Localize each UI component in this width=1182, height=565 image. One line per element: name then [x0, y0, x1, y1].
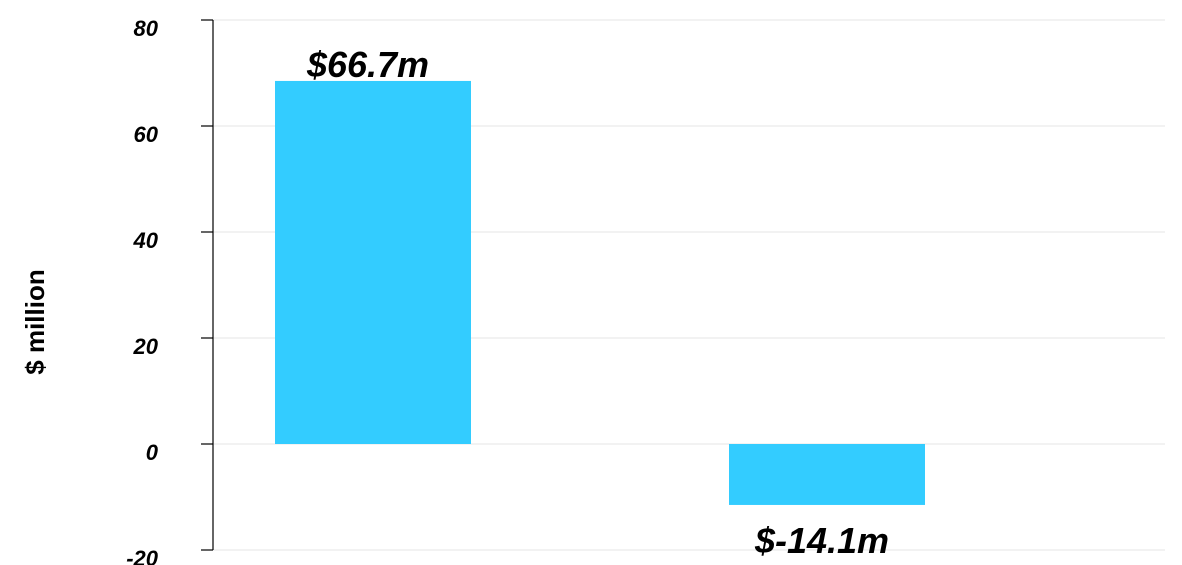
bar-data-label: $-14.1m — [754, 520, 889, 561]
bars — [275, 80, 925, 505]
bar — [275, 80, 471, 444]
y-tick-label: 0 — [146, 440, 159, 465]
y-tick-label: 80 — [134, 16, 159, 41]
y-tick-label: 40 — [133, 228, 159, 253]
bar — [729, 444, 925, 505]
data-labels: $66.7m $-14.1m — [306, 44, 889, 561]
y-axis-ticks: 80 60 40 20 0 -20 — [126, 16, 213, 565]
y-tick-label: 20 — [133, 334, 159, 359]
y-tick-label: -20 — [126, 546, 159, 565]
y-axis-title: $ million — [20, 269, 50, 374]
bar-data-label: $66.7m — [306, 44, 429, 85]
y-tick-label: 60 — [134, 122, 159, 147]
